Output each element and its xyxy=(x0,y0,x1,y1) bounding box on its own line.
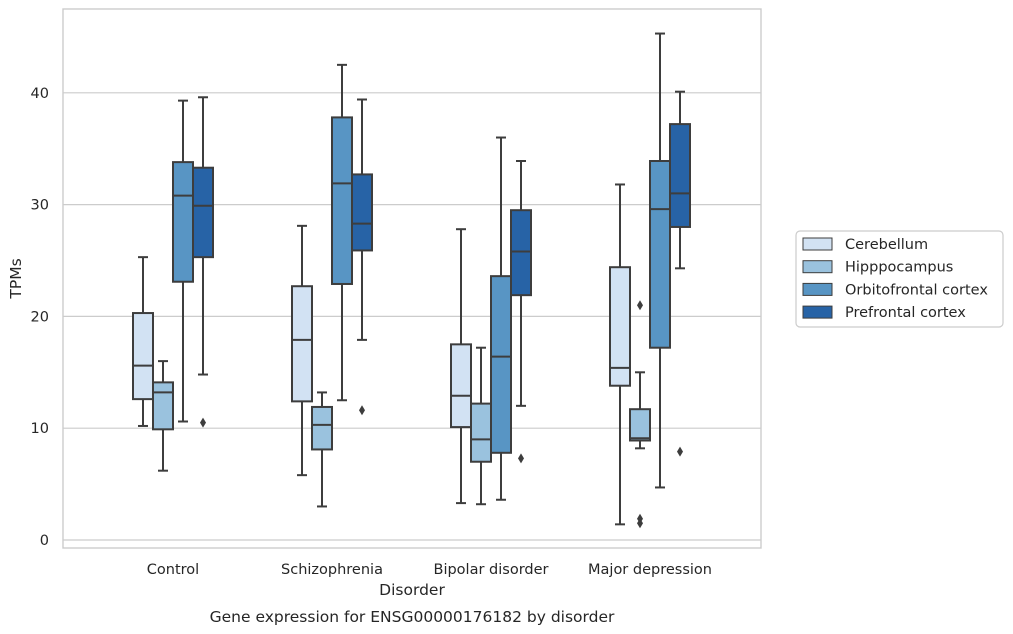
legend-label: Hipppocampus xyxy=(845,260,953,276)
x-tick-label: Schizophrenia xyxy=(281,562,383,578)
legend-item: Hipppocampus xyxy=(802,260,953,276)
y-tick-label: 20 xyxy=(31,309,49,325)
y-tick-label: 0 xyxy=(40,533,49,549)
box-cerebellum xyxy=(291,224,313,477)
box-prefrontal-cortex xyxy=(669,90,691,457)
box-hipppocampus xyxy=(470,346,492,506)
box-iqr xyxy=(669,123,691,228)
legend-frame xyxy=(795,230,1004,328)
box-iqr xyxy=(311,405,333,451)
box-iqr xyxy=(470,402,492,463)
box-cerebellum xyxy=(450,228,472,505)
legend-label: Cerebellum xyxy=(845,237,928,253)
legend-swatch xyxy=(802,260,833,274)
box-iqr xyxy=(192,166,214,259)
box-iqr xyxy=(172,161,194,283)
box-iqr xyxy=(510,209,532,297)
legend-label: Orbitofrontal cortex xyxy=(845,282,988,298)
box-iqr xyxy=(291,285,313,403)
box-iqr xyxy=(152,381,174,431)
y-tick-label: 30 xyxy=(31,198,49,214)
box-cerebellum xyxy=(132,256,154,427)
x-axis-label: Disorder xyxy=(379,581,445,599)
box-hipppocampus xyxy=(311,391,333,508)
y-axis-label: TPMs xyxy=(7,258,25,299)
box-iqr xyxy=(629,408,651,442)
box-iqr xyxy=(490,275,512,454)
x-tick-label: Major depression xyxy=(588,562,712,578)
outlier-point xyxy=(637,518,643,529)
box-iqr xyxy=(649,159,671,349)
legend-label: Prefrontal cortex xyxy=(845,305,966,321)
box-hipppocampus xyxy=(629,300,651,529)
legend-item: Cerebellum xyxy=(802,237,928,253)
box-iqr xyxy=(132,312,154,401)
plot-frame xyxy=(62,8,762,549)
box-orbitofrontal-cortex xyxy=(649,32,671,489)
y-tick-label: 40 xyxy=(31,86,49,102)
box-iqr xyxy=(609,266,631,387)
legend-swatch xyxy=(802,305,833,319)
legend-item: Prefrontal cortex xyxy=(802,305,966,321)
legend-swatch xyxy=(802,237,833,251)
x-tick-labels: Control Schizophrenia Bipolar disorder Majo… xyxy=(147,562,712,578)
box-orbitofrontal-cortex xyxy=(172,99,194,423)
outlier-point xyxy=(518,453,524,464)
outlier-point xyxy=(637,300,643,311)
legend-item: Orbitofrontal cortex xyxy=(802,282,988,298)
box-orbitofrontal-cortex xyxy=(331,63,353,402)
outlier-point xyxy=(359,405,365,416)
box-orbitofrontal-cortex xyxy=(490,136,512,501)
chart-title: Gene expression for ENSG00000176182 by d… xyxy=(210,608,615,626)
x-tick-label: Control xyxy=(147,562,199,578)
box-iqr xyxy=(331,116,353,285)
box-iqr xyxy=(351,173,373,252)
outlier-point xyxy=(677,446,683,457)
y-tick-labels: 0 10 20 30 40 xyxy=(31,86,49,549)
box-hipppocampus xyxy=(152,360,174,472)
box-prefrontal-cortex xyxy=(510,159,532,464)
y-tick-label: 10 xyxy=(31,421,49,437)
box-prefrontal-cortex xyxy=(192,96,214,428)
outlier-point xyxy=(200,417,206,428)
box-iqr xyxy=(450,343,472,429)
legend: Cerebellum Hipppocampus Orbitofrontal cort… xyxy=(795,230,1004,328)
x-tick-label: Bipolar disorder xyxy=(434,562,549,578)
box-prefrontal-cortex xyxy=(351,98,373,416)
boxes xyxy=(132,32,691,529)
legend-swatch xyxy=(802,282,833,296)
box-cerebellum xyxy=(609,183,631,526)
